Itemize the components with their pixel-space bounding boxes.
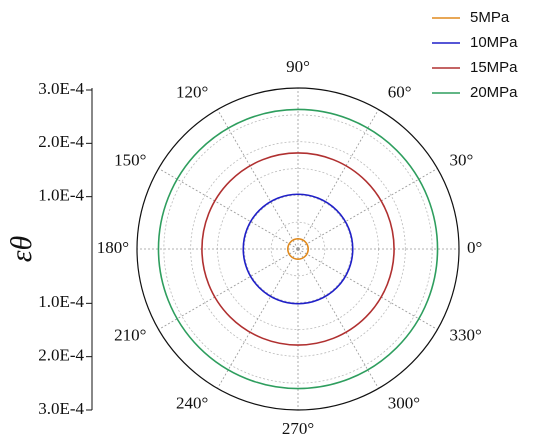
grid-spoke <box>217 248 299 389</box>
grid-spoke <box>297 168 438 250</box>
angle-label: 0° <box>467 238 482 257</box>
y-tick-label: 1.0E-4 <box>38 186 84 205</box>
grid-circle <box>270 221 326 277</box>
grid-circle <box>190 141 406 357</box>
angle-label: 60° <box>388 83 412 102</box>
y-tick-label: 3.0E-4 <box>38 399 84 418</box>
angle-label: 210° <box>114 325 146 344</box>
series-circle <box>201 152 395 346</box>
angle-label: 90° <box>286 57 310 76</box>
grid-spoke <box>297 248 379 389</box>
y-tick-label: 2.0E-4 <box>38 346 84 365</box>
y-tick-label: 1.0E-4 <box>38 292 84 311</box>
angle-label: 330° <box>450 325 482 344</box>
legend-label: 10MPa <box>470 34 518 51</box>
outer-circle <box>136 87 460 411</box>
grid-circle <box>163 114 433 384</box>
grid-spoke <box>158 248 299 330</box>
series-circle <box>287 238 309 260</box>
grid-spoke <box>297 248 438 330</box>
angle-label: 270° <box>282 419 314 438</box>
series-circle <box>157 108 439 390</box>
y-tick-label: 2.0E-4 <box>38 132 84 151</box>
legend-label: 15MPa <box>470 59 518 76</box>
angle-label: 30° <box>450 150 474 169</box>
angle-label: 180° <box>97 238 129 257</box>
angle-label: 120° <box>176 83 208 102</box>
angle-label: 150° <box>114 150 146 169</box>
grid-spoke <box>158 168 299 250</box>
angle-label: 240° <box>176 393 208 412</box>
series-circle <box>242 193 354 305</box>
legend-label: 20MPa <box>470 84 518 101</box>
y-axis-label: εθ <box>5 235 38 262</box>
grid-spoke <box>217 109 299 250</box>
grid-spoke <box>297 109 379 250</box>
angle-label: 300° <box>388 393 420 412</box>
y-tick-label: 3.0E-4 <box>38 79 84 98</box>
legend-label: 5MPa <box>470 9 510 26</box>
